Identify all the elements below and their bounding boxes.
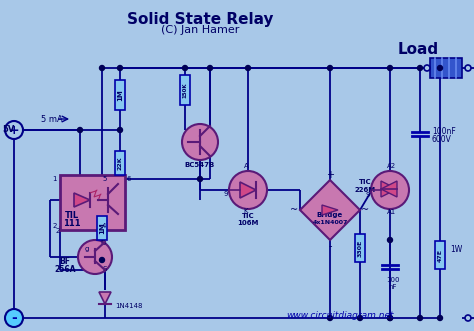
Text: (C) Jan Hamer: (C) Jan Hamer	[161, 25, 239, 35]
Text: +: +	[9, 123, 19, 136]
Text: 150K: 150K	[182, 82, 188, 98]
Text: 256A: 256A	[54, 265, 76, 274]
Text: nF: nF	[389, 284, 397, 290]
Text: 1: 1	[53, 176, 57, 182]
Circle shape	[246, 66, 250, 71]
Text: 9: 9	[224, 191, 228, 197]
Text: A1: A1	[387, 209, 397, 215]
Circle shape	[438, 66, 443, 71]
Polygon shape	[99, 292, 111, 304]
Text: Solid State Relay: Solid State Relay	[127, 12, 273, 27]
Text: BF: BF	[60, 258, 71, 266]
FancyBboxPatch shape	[355, 234, 365, 262]
Text: 5V: 5V	[2, 125, 14, 134]
Text: TIL: TIL	[65, 211, 79, 219]
Text: 226M: 226M	[355, 187, 375, 193]
Polygon shape	[322, 205, 338, 215]
Text: S: S	[103, 266, 107, 272]
Circle shape	[388, 315, 392, 320]
Text: g: g	[85, 246, 89, 252]
Circle shape	[328, 315, 332, 320]
Circle shape	[371, 171, 409, 209]
Text: 22K: 22K	[118, 156, 122, 170]
Circle shape	[438, 315, 443, 320]
Circle shape	[465, 315, 471, 321]
Text: TIC: TIC	[242, 213, 255, 219]
Text: 100nF: 100nF	[432, 127, 456, 136]
Text: 330E: 330E	[357, 239, 363, 257]
FancyBboxPatch shape	[430, 58, 462, 78]
Text: 4: 4	[102, 223, 106, 229]
Text: K: K	[244, 208, 248, 214]
FancyBboxPatch shape	[97, 216, 107, 240]
Text: A: A	[244, 163, 248, 169]
FancyBboxPatch shape	[115, 80, 125, 110]
Text: 6: 6	[127, 176, 131, 182]
FancyBboxPatch shape	[115, 151, 125, 175]
Text: A2: A2	[387, 163, 397, 169]
Text: +: +	[326, 170, 334, 180]
Text: 2: 2	[55, 228, 60, 234]
Text: BC547B: BC547B	[185, 162, 215, 168]
Circle shape	[100, 258, 104, 262]
Circle shape	[182, 124, 218, 160]
Text: 1M: 1M	[117, 89, 123, 101]
Circle shape	[100, 66, 104, 71]
Circle shape	[328, 66, 332, 71]
Polygon shape	[240, 182, 256, 198]
Text: 4x1N4007: 4x1N4007	[312, 220, 348, 225]
Circle shape	[357, 315, 363, 320]
Polygon shape	[300, 180, 360, 240]
Text: 47E: 47E	[438, 249, 443, 261]
Polygon shape	[381, 181, 397, 197]
Circle shape	[182, 66, 188, 71]
Text: 2: 2	[53, 223, 57, 229]
Text: -: -	[328, 241, 332, 251]
Circle shape	[418, 66, 422, 71]
Text: 1W: 1W	[450, 246, 462, 255]
Text: D: D	[100, 240, 106, 246]
Circle shape	[388, 315, 392, 320]
Text: TIC: TIC	[359, 179, 371, 185]
FancyBboxPatch shape	[60, 175, 125, 230]
Text: 111: 111	[63, 218, 81, 227]
Circle shape	[388, 238, 392, 243]
Text: Bridge: Bridge	[317, 212, 343, 218]
Circle shape	[229, 171, 267, 209]
FancyBboxPatch shape	[180, 75, 190, 105]
Text: 5 mA: 5 mA	[41, 115, 63, 123]
Text: ~: ~	[361, 205, 369, 215]
Text: 5: 5	[102, 176, 106, 182]
Circle shape	[118, 66, 122, 71]
Circle shape	[5, 309, 23, 327]
Text: 106M: 106M	[237, 220, 259, 226]
Text: -: -	[11, 311, 17, 325]
Circle shape	[78, 240, 112, 274]
Text: Load: Load	[397, 42, 438, 57]
Circle shape	[78, 127, 82, 132]
Circle shape	[388, 66, 392, 71]
Text: 600V: 600V	[432, 135, 452, 145]
Circle shape	[118, 127, 122, 132]
Circle shape	[465, 65, 471, 71]
Circle shape	[424, 65, 430, 71]
Text: 9: 9	[366, 192, 370, 198]
Circle shape	[198, 176, 202, 181]
FancyBboxPatch shape	[435, 241, 445, 269]
Circle shape	[418, 315, 422, 320]
Polygon shape	[381, 181, 397, 197]
Text: ~: ~	[290, 205, 298, 215]
Circle shape	[208, 66, 212, 71]
Polygon shape	[74, 193, 90, 207]
Text: 100: 100	[386, 277, 400, 283]
Text: 1N4148: 1N4148	[115, 303, 143, 309]
Text: 1M: 1M	[99, 222, 105, 234]
Circle shape	[5, 121, 23, 139]
Text: www.circuitdiagram.net: www.circuitdiagram.net	[286, 310, 394, 319]
